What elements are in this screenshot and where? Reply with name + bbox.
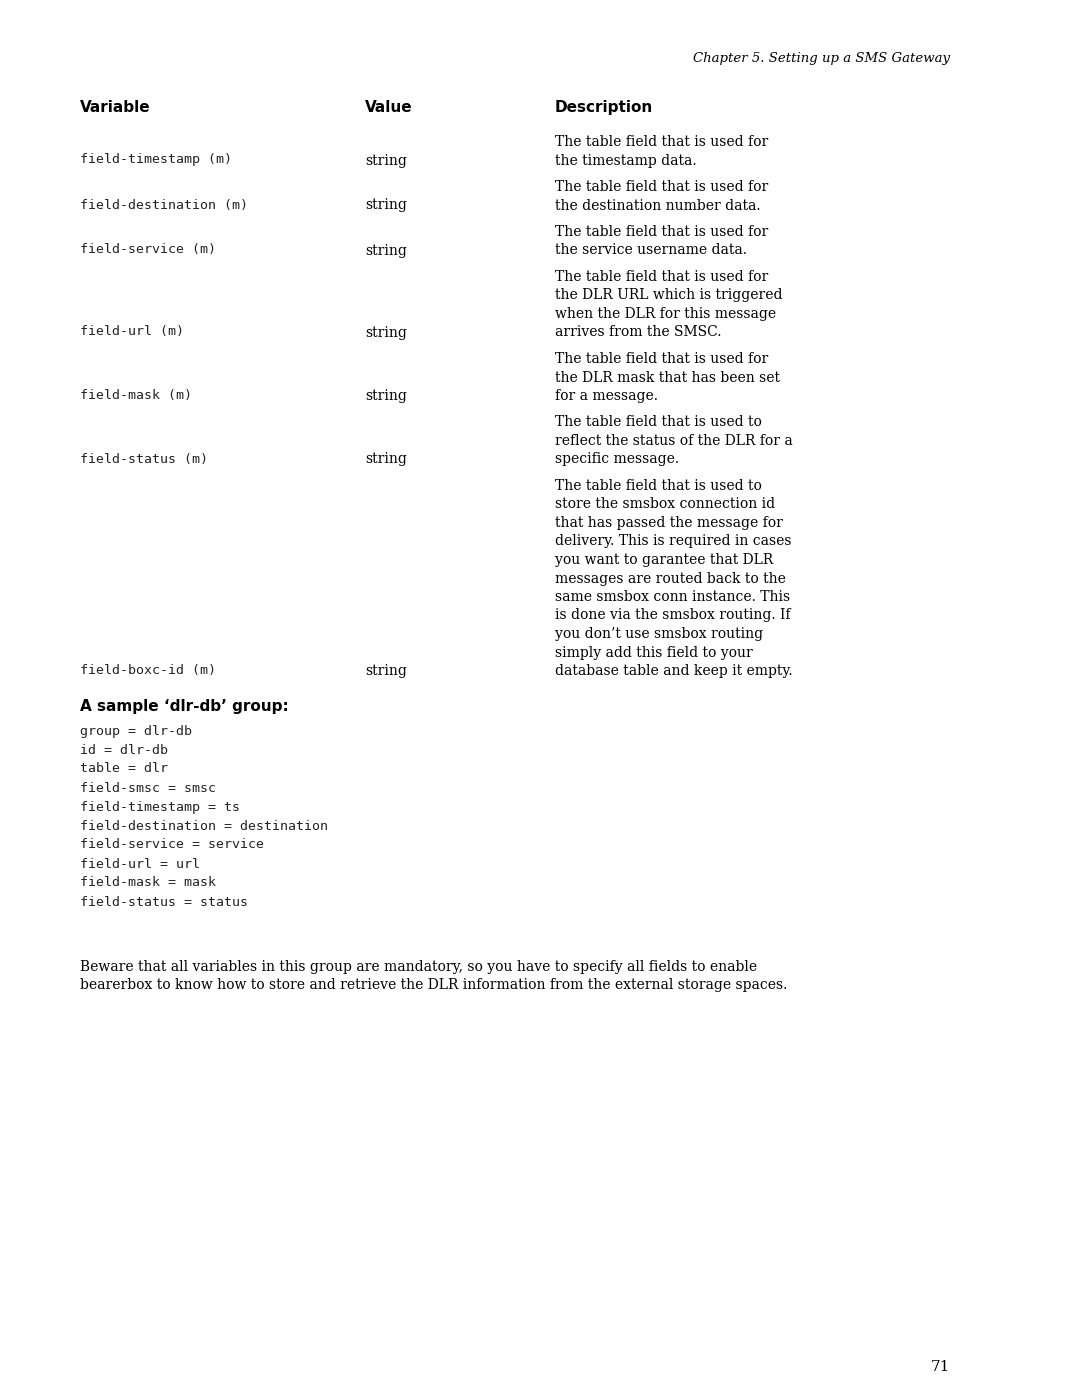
Text: simply add this field to your: simply add this field to your xyxy=(555,646,753,660)
Text: id = dlr-db: id = dlr-db xyxy=(80,744,168,756)
Text: field-url = url: field-url = url xyxy=(80,857,200,871)
Text: reflect the status of the DLR for a: reflect the status of the DLR for a xyxy=(555,433,793,447)
Text: string: string xyxy=(365,453,407,467)
Text: you want to garantee that DLR: you want to garantee that DLR xyxy=(555,554,773,568)
Text: for a message.: for a message. xyxy=(555,389,658,403)
Text: A sample ‘dlr-db’ group:: A sample ‘dlr-db’ group: xyxy=(80,699,288,713)
Text: The table field that is used to: The table field that is used to xyxy=(555,480,761,493)
Text: store the smsbox connection id: store the smsbox connection id xyxy=(555,498,775,512)
Text: The table field that is used for: The table field that is used for xyxy=(555,270,768,284)
Text: field-timestamp (m): field-timestamp (m) xyxy=(80,154,232,166)
Text: 71: 71 xyxy=(931,1360,950,1374)
Text: the DLR URL which is triggered: the DLR URL which is triggered xyxy=(555,288,783,302)
Text: string: string xyxy=(365,243,407,257)
Text: table = dlr: table = dlr xyxy=(80,762,168,776)
Text: the DLR mask that has been set: the DLR mask that has been set xyxy=(555,370,780,384)
Text: arrives from the SMSC.: arrives from the SMSC. xyxy=(555,326,721,340)
Text: same smsbox conn instance. This: same smsbox conn instance. This xyxy=(555,590,791,604)
Text: The table field that is used for: The table field that is used for xyxy=(555,136,768,150)
Text: The table field that is used for: The table field that is used for xyxy=(555,352,768,366)
Text: you don’t use smsbox routing: you don’t use smsbox routing xyxy=(555,626,764,642)
Text: field-status (m): field-status (m) xyxy=(80,453,208,466)
Text: field-service = service: field-service = service xyxy=(80,839,264,851)
Text: string: string xyxy=(365,199,407,212)
Text: The table field that is used for: The table field that is used for xyxy=(555,225,768,239)
Text: Chapter 5. Setting up a SMS Gateway: Chapter 5. Setting up a SMS Gateway xyxy=(693,52,950,64)
Text: string: string xyxy=(365,326,407,340)
Text: is done via the smsbox routing. If: is done via the smsbox routing. If xyxy=(555,608,791,622)
Text: field-destination = destination: field-destination = destination xyxy=(80,819,328,832)
Text: delivery. This is required in cases: delivery. This is required in cases xyxy=(555,534,792,548)
Text: field-mask (m): field-mask (m) xyxy=(80,389,192,403)
Text: that has passed the message for: that has passed the message for xyxy=(555,516,783,530)
Text: messages are routed back to the: messages are routed back to the xyxy=(555,572,786,586)
Text: string: string xyxy=(365,389,407,403)
Text: specific message.: specific message. xyxy=(555,453,679,467)
Text: field-service (m): field-service (m) xyxy=(80,243,216,256)
Text: the destination number data.: the destination number data. xyxy=(555,199,760,212)
Text: field-timestamp = ts: field-timestamp = ts xyxy=(80,801,240,814)
Text: string: string xyxy=(365,154,407,168)
Text: field-smsc = smsc: field-smsc = smsc xyxy=(80,781,216,794)
Text: database table and keep it empty.: database table and keep it empty. xyxy=(555,664,793,678)
Text: The table field that is used to: The table field that is used to xyxy=(555,415,761,429)
Text: The table field that is used for: The table field that is used for xyxy=(555,180,768,194)
Text: field-mask = mask: field-mask = mask xyxy=(80,877,216,889)
Text: field-url (m): field-url (m) xyxy=(80,326,184,338)
Text: Value: Value xyxy=(365,101,413,115)
Text: bearerbox to know how to store and retrieve the DLR information from the externa: bearerbox to know how to store and retri… xyxy=(80,979,787,993)
Text: field-destination (m): field-destination (m) xyxy=(80,199,248,211)
Text: field-boxc-id (m): field-boxc-id (m) xyxy=(80,664,216,677)
Text: string: string xyxy=(365,664,407,678)
Text: Beware that all variables in this group are mandatory, so you have to specify al: Beware that all variables in this group … xyxy=(80,959,757,973)
Text: the timestamp data.: the timestamp data. xyxy=(555,154,697,168)
Text: the service username data.: the service username data. xyxy=(555,243,747,257)
Text: field-status = status: field-status = status xyxy=(80,896,248,909)
Text: when the DLR for this message: when the DLR for this message xyxy=(555,308,777,322)
Text: Description: Description xyxy=(555,101,653,115)
Text: group = dlr-db: group = dlr-db xyxy=(80,724,192,738)
Text: Variable: Variable xyxy=(80,101,150,115)
